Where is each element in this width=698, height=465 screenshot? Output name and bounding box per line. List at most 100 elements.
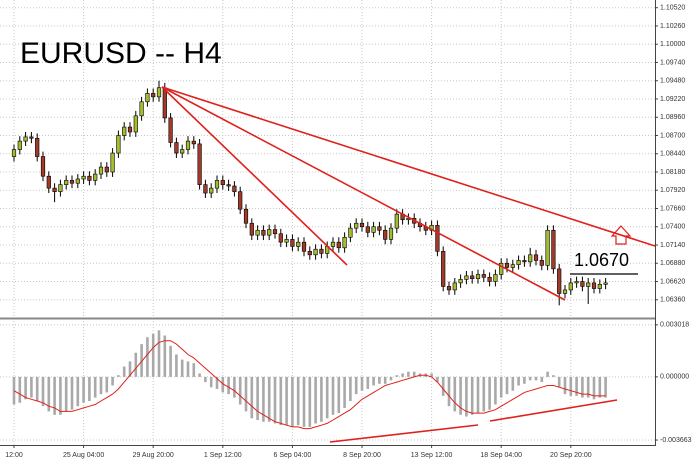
candle-body [122, 126, 127, 136]
candle-body [11, 149, 17, 157]
candle-body [23, 136, 28, 142]
candle-body [394, 213, 399, 229]
histogram-bar [575, 376, 578, 396]
y-tick-label: 1.10520 [660, 5, 685, 12]
candle-body [46, 175, 51, 189]
histogram-bar [412, 371, 416, 377]
candle-body [35, 137, 40, 157]
signal-line [13, 340, 606, 430]
candle-body [156, 87, 162, 98]
candle-body [104, 166, 109, 173]
histogram-bar [128, 361, 132, 377]
histogram-bar [24, 376, 27, 400]
chart-title: EURUSD -- H4 [20, 37, 222, 70]
y-tick-label: 1.08440 [660, 151, 685, 158]
y-tick-label: 1.07140 [660, 242, 685, 249]
candle-body [29, 136, 34, 139]
histogram-bar [30, 376, 33, 398]
histogram-bar [227, 376, 230, 395]
histogram-bar [70, 376, 74, 410]
x-tick-label: 20 Sep 20:00 [550, 452, 592, 459]
candle-body [232, 185, 237, 192]
candle-body [296, 241, 301, 247]
candle-body [510, 264, 515, 268]
y-tick-label: 1.07400 [660, 224, 685, 231]
histogram-bar [511, 376, 515, 391]
candle-body [383, 229, 388, 240]
candle-body [209, 187, 214, 194]
candle-body [528, 254, 533, 263]
candle-body [458, 279, 463, 284]
histogram-bar [360, 376, 364, 391]
histogram-bar [534, 376, 538, 381]
histogram-bar [378, 376, 381, 384]
histogram-bar [221, 376, 225, 393]
candle-body [127, 126, 133, 133]
histogram-bar [523, 376, 526, 384]
histogram-bar [41, 376, 45, 407]
candle-body [307, 251, 312, 256]
histogram-bar [267, 376, 271, 422]
candle-body [87, 175, 92, 181]
candle-body [168, 117, 173, 143]
candle-body [17, 140, 22, 150]
candle-body [377, 226, 382, 231]
candle-body [371, 226, 376, 233]
candle-body [516, 260, 521, 265]
candle-body [93, 173, 98, 181]
histogram-bar [401, 373, 404, 377]
x-tick-label: 12:00 [5, 452, 23, 459]
candle-body [197, 143, 202, 185]
candle-body [522, 260, 527, 263]
histogram-bar [540, 376, 544, 383]
candle-body [162, 87, 167, 119]
histogram-bar [134, 352, 138, 377]
y-tick-label: 1.06880 [660, 260, 685, 267]
histogram-bar [569, 376, 573, 396]
trend-line [161, 86, 656, 247]
histogram-bar [262, 376, 265, 422]
histogram-bar [337, 376, 341, 414]
candle-body [180, 149, 185, 154]
histogram-bar [186, 361, 190, 377]
x-tick-label: 1 Sep 12:00 [204, 452, 242, 459]
histogram-bar [465, 376, 468, 417]
candle-body [69, 180, 75, 184]
candle-body [499, 262, 504, 275]
y-tick-label: 1.07920 [660, 187, 685, 194]
histogram-bar [180, 359, 184, 377]
histogram-bar [331, 376, 335, 415]
histogram-bar [436, 376, 439, 383]
histogram-bar [250, 376, 254, 419]
candle-body [81, 175, 86, 180]
histogram-bar [35, 376, 39, 402]
trend-line [329, 424, 479, 443]
candle-body [574, 281, 579, 284]
candle-body [475, 274, 481, 279]
histogram-bar [586, 376, 590, 398]
histogram-bar [151, 333, 155, 377]
candle-body [52, 187, 57, 192]
candle-body [470, 275, 475, 279]
histogram-bar [279, 376, 283, 426]
histogram-bar [430, 373, 433, 377]
candle-body [145, 93, 150, 103]
candle-body [319, 248, 324, 254]
histogram-bar [117, 375, 120, 377]
histogram-bar [604, 376, 607, 398]
histogram-bar [204, 376, 207, 383]
candle-body [267, 229, 272, 236]
trend-line [161, 86, 566, 301]
histogram-bar [169, 345, 172, 377]
histogram-bar [256, 376, 259, 420]
histogram-bar [53, 376, 56, 415]
histogram-bar [517, 376, 520, 386]
candle-body [464, 275, 469, 280]
histogram-bar [18, 376, 22, 403]
candle-body [452, 282, 457, 291]
candle-body [64, 180, 69, 185]
candle-body [284, 239, 289, 243]
candle-body [313, 248, 318, 256]
y-tick-label: 1.09480 [660, 78, 685, 85]
candle-body [40, 156, 46, 177]
